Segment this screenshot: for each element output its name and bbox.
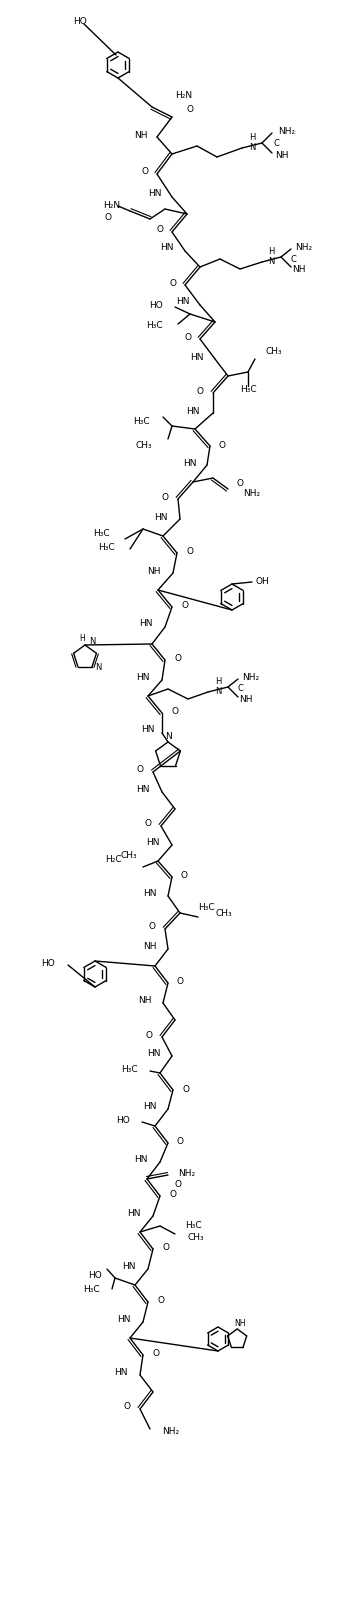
Text: NH: NH <box>148 567 161 575</box>
Text: H₂C: H₂C <box>106 855 122 863</box>
Text: H₃C: H₃C <box>240 386 257 394</box>
Text: O: O <box>169 1190 177 1199</box>
Text: O: O <box>177 1136 183 1146</box>
Text: HN: HN <box>136 784 150 794</box>
Text: C: C <box>290 255 296 263</box>
Text: O: O <box>181 872 187 880</box>
Text: HN: HN <box>127 1209 141 1217</box>
Text: CH₃: CH₃ <box>215 909 232 918</box>
Text: H₃C: H₃C <box>98 544 115 552</box>
Text: O: O <box>182 1085 190 1093</box>
Text: O: O <box>145 1030 153 1039</box>
Text: N: N <box>215 688 221 696</box>
Text: NH: NH <box>239 696 252 704</box>
Text: HN: HN <box>144 1102 157 1110</box>
Text: O: O <box>237 479 243 487</box>
Text: O: O <box>162 492 168 502</box>
Text: NH₂: NH₂ <box>295 244 312 252</box>
Text: O: O <box>219 441 225 449</box>
Text: O: O <box>177 976 183 986</box>
Text: NH₂: NH₂ <box>178 1169 195 1178</box>
Text: HN: HN <box>117 1315 131 1323</box>
Text: NH₂: NH₂ <box>243 489 260 499</box>
Text: HO: HO <box>149 300 163 310</box>
Text: H₃C: H₃C <box>134 416 150 424</box>
Text: O: O <box>145 818 151 828</box>
Text: HO: HO <box>41 959 55 968</box>
Text: O: O <box>196 386 204 395</box>
Text: O: O <box>136 765 144 775</box>
Text: H: H <box>268 247 274 257</box>
Text: HN: HN <box>144 889 157 897</box>
Text: NH: NH <box>234 1319 246 1328</box>
Text: H₃C: H₃C <box>83 1285 100 1294</box>
Text: HN: HN <box>177 297 190 307</box>
Text: HN: HN <box>140 620 153 628</box>
Text: O: O <box>123 1401 131 1411</box>
Text: H: H <box>249 134 255 142</box>
Text: O: O <box>104 213 112 221</box>
Text: CH₃: CH₃ <box>120 851 137 860</box>
Text: HN: HN <box>149 189 162 197</box>
Text: NH: NH <box>275 150 289 160</box>
Text: O: O <box>157 226 163 234</box>
Text: N: N <box>95 663 101 671</box>
Text: O: O <box>149 922 155 931</box>
Text: HN: HN <box>160 244 174 252</box>
Text: O: O <box>174 1180 182 1190</box>
Text: N: N <box>165 733 171 741</box>
Text: NH₂: NH₂ <box>278 128 295 137</box>
Text: H₃C: H₃C <box>93 529 110 537</box>
Text: HO: HO <box>73 18 87 26</box>
Text: HN: HN <box>115 1367 128 1377</box>
Text: H₃C: H₃C <box>146 320 163 329</box>
Text: N: N <box>268 257 274 266</box>
Text: H₃C: H₃C <box>185 1220 202 1230</box>
Text: CH₃: CH₃ <box>265 347 281 357</box>
Text: CH₃: CH₃ <box>187 1233 204 1241</box>
Text: O: O <box>153 1349 159 1357</box>
Text: NH₂: NH₂ <box>242 673 259 683</box>
Text: HO: HO <box>88 1270 102 1280</box>
Text: O: O <box>186 547 194 557</box>
Text: N: N <box>249 144 255 152</box>
Text: C: C <box>237 684 243 692</box>
Text: NH₂: NH₂ <box>162 1427 179 1435</box>
Text: HN: HN <box>141 725 155 734</box>
Text: NH: NH <box>135 131 148 139</box>
Text: O: O <box>169 278 177 287</box>
Text: HN: HN <box>186 407 200 415</box>
Text: O: O <box>158 1296 164 1304</box>
Text: O: O <box>141 168 149 176</box>
Text: H₂N: H₂N <box>175 92 192 100</box>
Text: C: C <box>273 139 279 147</box>
Text: H₂N: H₂N <box>103 200 121 210</box>
Text: HN: HN <box>191 352 204 362</box>
Text: HN: HN <box>136 673 150 683</box>
Text: O: O <box>182 600 188 610</box>
Text: O: O <box>186 105 194 115</box>
Text: HN: HN <box>183 458 197 466</box>
Text: NH: NH <box>292 265 306 274</box>
Text: OH: OH <box>255 576 269 586</box>
Text: HN: HN <box>148 1049 161 1057</box>
Text: O: O <box>174 654 182 663</box>
Text: HO: HO <box>116 1115 130 1125</box>
Text: H₃C: H₃C <box>198 902 215 912</box>
Text: HN: HN <box>122 1262 136 1270</box>
Text: HN: HN <box>135 1154 148 1164</box>
Text: N: N <box>89 638 95 646</box>
Text: O: O <box>163 1243 169 1252</box>
Text: NH: NH <box>144 943 157 951</box>
Text: HN: HN <box>154 512 168 521</box>
Text: CH₃: CH₃ <box>135 441 152 449</box>
Text: NH: NH <box>139 996 152 1006</box>
Text: H₃C: H₃C <box>121 1065 138 1073</box>
Text: H: H <box>215 678 221 686</box>
Text: O: O <box>185 332 191 341</box>
Text: HN: HN <box>146 838 160 847</box>
Text: H: H <box>79 634 85 642</box>
Text: O: O <box>172 707 178 717</box>
